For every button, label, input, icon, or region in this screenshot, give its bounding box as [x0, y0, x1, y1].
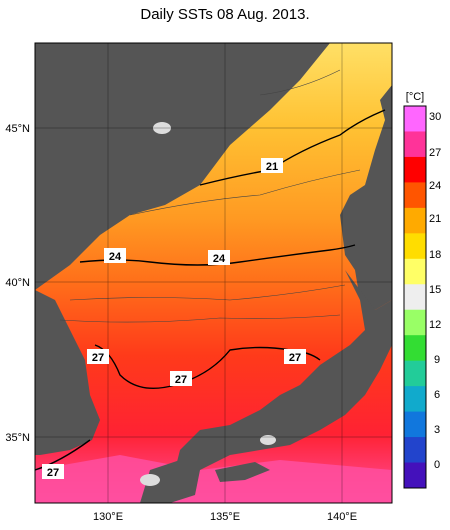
colorbar-segment — [404, 258, 426, 285]
colorbar — [403, 105, 427, 489]
colorbar-tick: 18 — [429, 249, 441, 261]
svg-text:27: 27 — [289, 352, 301, 364]
colorbar-tick: 15 — [429, 284, 441, 296]
map-title: Daily SSTs 08 Aug. 2013. — [140, 6, 310, 23]
colorbar-tick: 27 — [429, 147, 441, 159]
isotherm-label: 27 — [42, 464, 64, 479]
isotherm-label: 27 — [170, 371, 192, 386]
svg-text:24: 24 — [109, 251, 122, 263]
colorbar-segment — [404, 462, 426, 489]
colorbar-tick: 3 — [434, 424, 440, 436]
honshu-land — [175, 270, 392, 470]
colorbar-segment — [404, 335, 426, 362]
isotherm-label: 27 — [87, 349, 109, 364]
colorbar-tick: 12 — [429, 319, 441, 331]
colorbar-segment — [404, 386, 426, 413]
lon-label-140: 140°E — [327, 511, 357, 523]
isotherm-21 — [199, 109, 386, 186]
isotherm-24 — [79, 244, 356, 266]
colorbar-tick: 24 — [429, 180, 441, 192]
colorbar-segment — [404, 131, 426, 158]
colorbar-segment — [404, 411, 426, 438]
svg-text:27: 27 — [92, 352, 104, 364]
isotherm-label: 27 — [284, 349, 306, 364]
colorbar-frame — [403, 105, 427, 489]
colorbar-segment — [404, 284, 426, 311]
svg-text:24: 24 — [213, 253, 226, 265]
colorbar-tick: 6 — [434, 389, 440, 401]
colorbar-tick: 9 — [434, 354, 440, 366]
shikoku-land — [215, 462, 270, 482]
colorbar-segment — [404, 437, 426, 464]
colorbar-tick: 0 — [434, 459, 440, 471]
island — [140, 474, 160, 486]
island — [260, 435, 276, 445]
colorbar-segment — [404, 156, 426, 183]
lon-label-135: 135°E — [210, 511, 240, 523]
colorbar-segment — [404, 106, 426, 132]
isotherm-27-south — [35, 439, 91, 471]
kyushu-land — [140, 460, 200, 503]
isotherm-labels: 21 24 24 27 27 27 27 — [42, 158, 306, 479]
hokkaido-land — [340, 43, 392, 310]
svg-text:27: 27 — [47, 467, 59, 479]
colorbar-segment — [404, 207, 426, 234]
colorbar-segment — [404, 309, 426, 336]
lat-label-40: 40°N — [5, 277, 30, 289]
colorbar-unit: [°C] — [406, 91, 424, 103]
lat-label-35: 35°N — [5, 432, 30, 444]
colorbar-segment — [404, 182, 426, 209]
colorbar-segment — [404, 233, 426, 260]
svg-text:21: 21 — [266, 161, 278, 173]
isotherm-label: 24 — [104, 248, 126, 263]
colorbar-ticks: 30 27 24 21 18 15 12 9 6 3 0 — [429, 111, 441, 471]
map-frame — [34, 42, 393, 504]
svg-text:27: 27 — [175, 374, 187, 386]
korea-land — [35, 290, 100, 455]
colorbar-segment — [404, 360, 426, 387]
continent-land — [35, 43, 330, 290]
colorbar-tick: 30 — [429, 111, 441, 123]
warm-pool-area — [35, 455, 392, 503]
isotherm-label: 24 — [208, 250, 230, 265]
lon-label-130: 130°E — [93, 511, 123, 523]
isotherm-label: 21 — [261, 158, 283, 173]
colorbar-tick: 21 — [429, 213, 441, 225]
lat-label-45: 45°N — [5, 123, 30, 135]
